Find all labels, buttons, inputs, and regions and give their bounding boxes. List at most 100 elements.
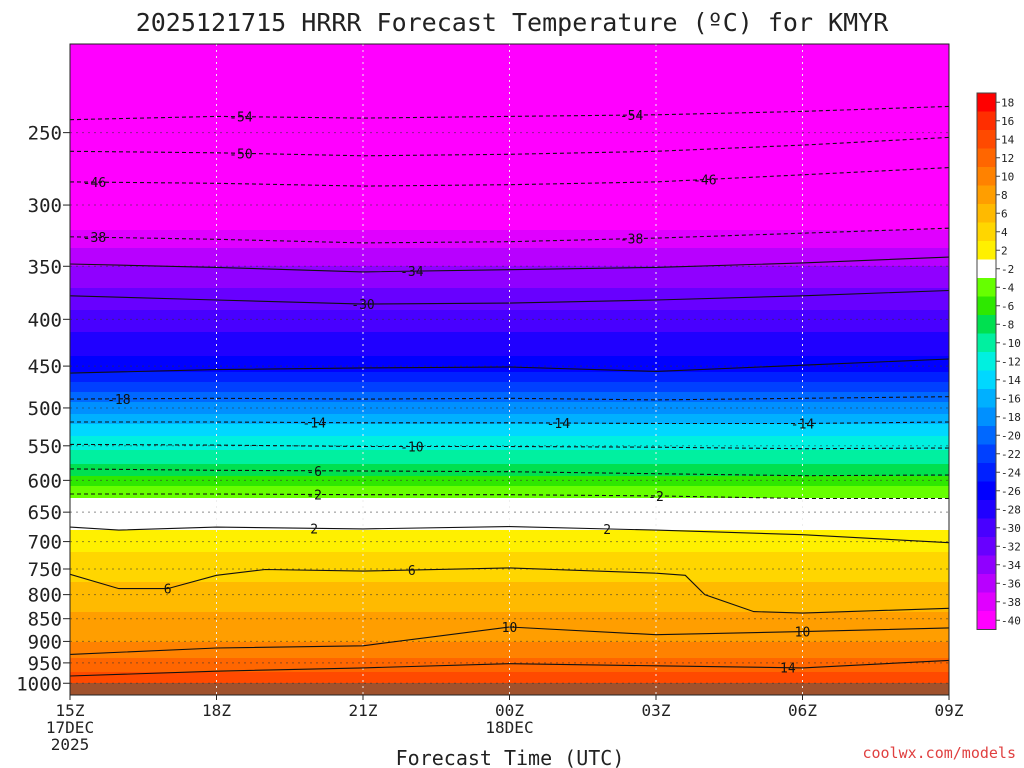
time-tick-label: 17DEC — [46, 718, 94, 737]
temperature-band — [70, 288, 949, 291]
isotherm-label: -38 — [620, 233, 643, 248]
temperature-band — [70, 328, 949, 331]
colorbar-tick-label: -2 — [1001, 263, 1014, 276]
colorbar-swatch — [977, 111, 996, 130]
pressure-tick-label: 850 — [28, 609, 62, 631]
temperature-band — [70, 672, 949, 675]
temperature-band — [70, 130, 949, 133]
temperature-band — [70, 112, 949, 115]
colorbar-tick-label: -36 — [1001, 577, 1021, 590]
pressure-tick-label: 450 — [28, 356, 62, 378]
colorbar-swatch — [977, 537, 996, 556]
temperature-band — [70, 346, 949, 349]
temperature-band — [70, 592, 949, 595]
temperature-band — [70, 412, 949, 415]
temperature-band — [70, 468, 949, 471]
temperature-band — [70, 148, 949, 151]
temperature-band — [70, 586, 949, 589]
temperature-band — [70, 622, 949, 625]
isotherm-label: -54 — [229, 111, 253, 126]
temperature-band — [70, 604, 949, 607]
colorbar-swatch — [977, 481, 996, 500]
temperature-band — [70, 528, 949, 531]
temperature-band — [70, 196, 949, 199]
isotherm-label: 2 — [603, 523, 611, 538]
temperature-band — [70, 192, 949, 195]
temperature-band — [70, 666, 949, 669]
temperature-band — [70, 450, 949, 453]
colorbar-swatch — [977, 259, 996, 278]
temperature-band — [70, 348, 949, 351]
temperature-band — [70, 210, 949, 213]
temperature-band — [70, 648, 949, 651]
temperature-band — [70, 168, 949, 171]
isotherm-label: -38 — [83, 231, 106, 246]
temperature-band — [70, 132, 949, 135]
temperature-band — [70, 274, 949, 277]
temperature-band — [70, 240, 949, 243]
colorbar-swatch — [977, 185, 996, 204]
temperature-band — [70, 264, 949, 267]
isotherm-label: -14 — [302, 417, 326, 432]
colorbar-swatch — [977, 463, 996, 482]
ground-layer — [70, 683, 949, 695]
colorbar-tick-label: 8 — [1001, 189, 1008, 202]
temperature-band — [70, 156, 949, 159]
colorbar-tick-label: -6 — [1001, 300, 1014, 313]
colorbar-tick-label: -16 — [1001, 392, 1021, 405]
temperature-band — [70, 258, 949, 261]
temperature-band — [70, 166, 949, 169]
temperature-band — [70, 678, 949, 681]
colorbar-tick-label: -32 — [1001, 540, 1021, 553]
temperature-band — [70, 448, 949, 451]
temperature-band — [70, 64, 949, 67]
temperature-band — [70, 160, 949, 163]
temperature-band — [70, 552, 949, 555]
temperature-band — [70, 628, 949, 631]
temperature-band — [70, 94, 949, 97]
temperature-band — [70, 652, 949, 655]
colorbar-tick-label: 10 — [1001, 170, 1014, 183]
colorbar-swatch — [977, 370, 996, 389]
temperature-band — [70, 312, 949, 315]
temperature-band — [70, 460, 949, 463]
temperature-band — [70, 150, 949, 153]
time-tick-label: 09Z — [935, 701, 964, 720]
time-tick-label: 2025 — [51, 735, 90, 754]
colorbar-swatch — [977, 130, 996, 149]
isotherm-line — [70, 626, 949, 655]
temperature-band — [70, 138, 949, 141]
isotherm-line — [70, 358, 949, 374]
temperature-band — [70, 358, 949, 361]
x-axis-label: Forecast Time (UTC) — [396, 746, 625, 768]
isotherm-label: 14 — [780, 662, 796, 677]
isotherm-label: -2 — [306, 488, 322, 503]
temperature-band — [70, 466, 949, 469]
pressure-tick-label: 350 — [28, 256, 62, 278]
temperature-band — [70, 300, 949, 303]
temperature-band — [70, 432, 949, 435]
colorbar-tick-label: -12 — [1001, 355, 1021, 368]
colorbar-tick-label: -24 — [1001, 466, 1021, 479]
temperature-band — [70, 252, 949, 255]
temperature-band — [70, 354, 949, 357]
temperature-band — [70, 562, 949, 565]
colorbar-tick-label: -14 — [1001, 374, 1021, 387]
temperature-band — [70, 556, 949, 559]
credit-text[interactable]: coolwx.com/models — [862, 744, 1016, 762]
temperature-band — [70, 142, 949, 145]
colorbar-swatch — [977, 204, 996, 223]
temperature-band — [70, 426, 949, 429]
temperature-band — [70, 642, 949, 645]
colorbar-swatch — [977, 167, 996, 186]
temperature-band — [70, 72, 949, 75]
temperature-band — [70, 120, 949, 123]
time-tick-label: 18Z — [202, 701, 231, 720]
temperature-band — [70, 502, 949, 505]
colorbar-swatch — [977, 296, 996, 315]
isotherm-label: 6 — [408, 564, 416, 579]
pressure-tick-label: 550 — [28, 436, 62, 458]
pressure-tick-label: 400 — [28, 309, 62, 331]
temperature-band — [70, 144, 949, 147]
colorbar-tick-label: -8 — [1001, 318, 1014, 331]
